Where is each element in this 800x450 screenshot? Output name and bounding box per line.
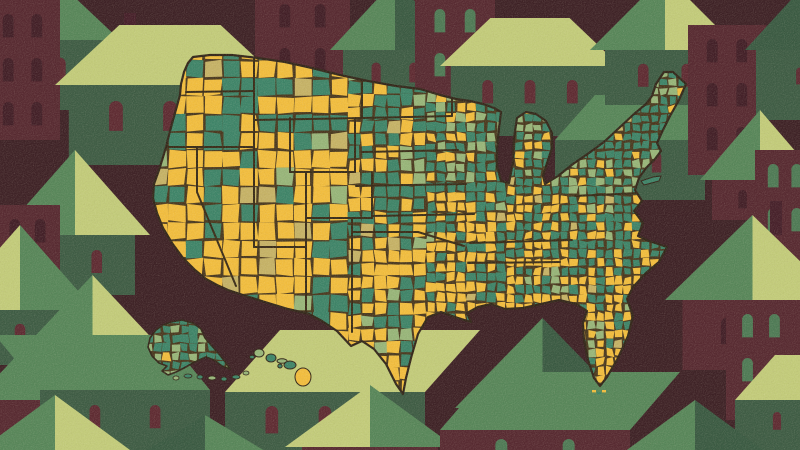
illustration-scene: Stylized editorial illustration: a count… — [0, 0, 800, 450]
us-county-map-housing-illustration — [0, 0, 800, 450]
grain-overlay-dark — [0, 0, 800, 450]
